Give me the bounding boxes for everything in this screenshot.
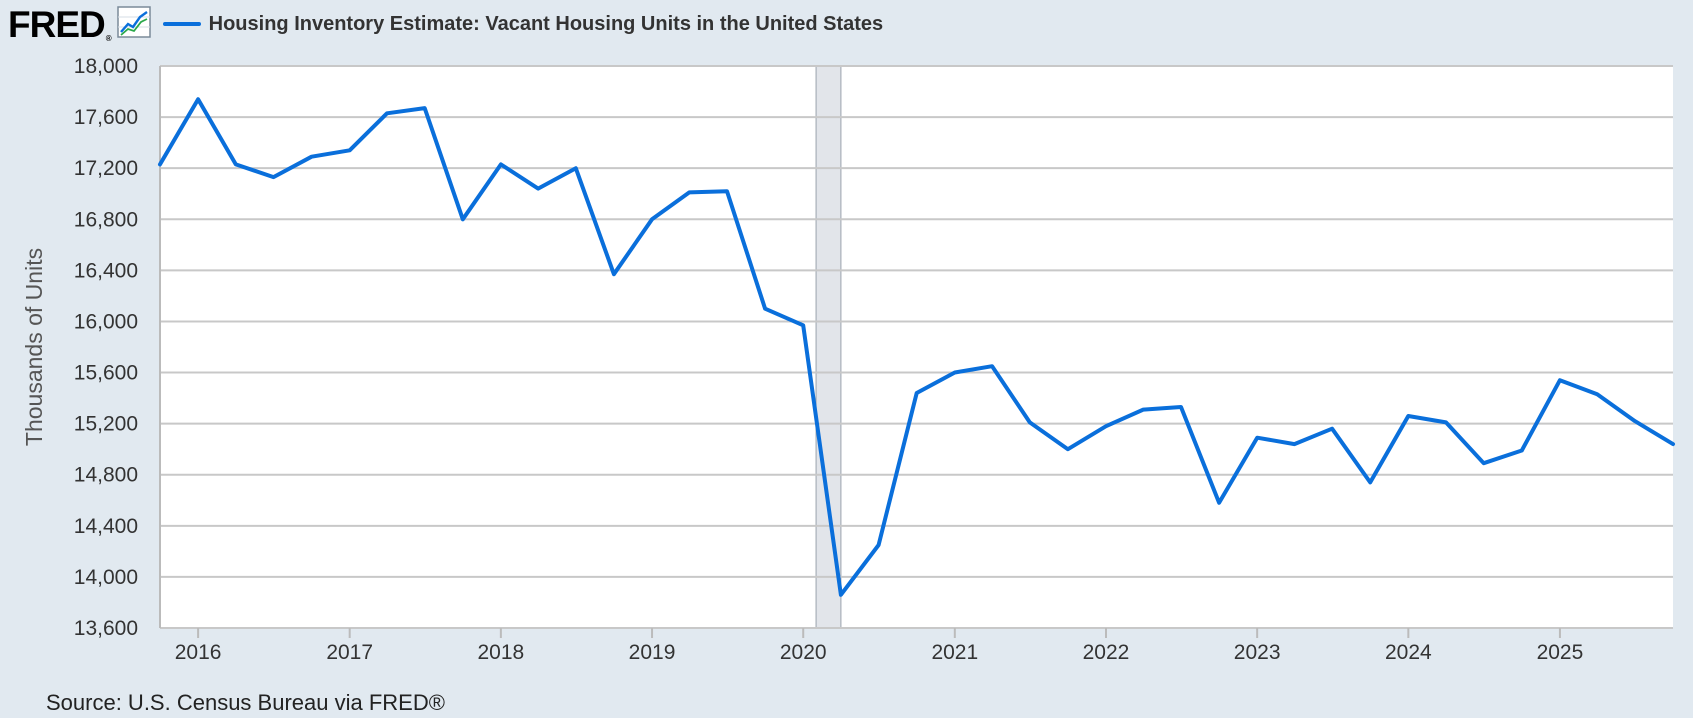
data-point xyxy=(915,391,919,395)
x-tick-label: 2020 xyxy=(780,641,827,664)
data-point xyxy=(1179,405,1183,409)
data-point xyxy=(310,155,314,159)
data-point xyxy=(348,148,352,152)
x-tick-label: 2023 xyxy=(1234,641,1281,664)
data-point xyxy=(1292,442,1296,446)
y-tick-label: 14,800 xyxy=(74,464,138,487)
data-point xyxy=(1444,420,1448,424)
data-point xyxy=(763,307,767,311)
source-note: Source: U.S. Census Bureau via FRED® xyxy=(46,690,445,715)
x-tick-label: 2018 xyxy=(478,641,525,664)
data-point xyxy=(839,593,843,597)
legend-series-label: Housing Inventory Estimate: Vacant Housi… xyxy=(208,12,884,35)
data-point xyxy=(1558,378,1562,382)
data-point xyxy=(725,189,729,193)
y-tick-label: 13,600 xyxy=(74,617,138,640)
data-point xyxy=(574,166,578,170)
data-point xyxy=(196,97,200,101)
x-tick-label: 2016 xyxy=(175,641,222,664)
data-point xyxy=(877,543,881,547)
data-point xyxy=(687,190,691,194)
x-tick-label: 2024 xyxy=(1385,641,1432,664)
data-point xyxy=(1028,420,1032,424)
data-point xyxy=(1368,480,1372,484)
data-point xyxy=(423,106,427,110)
data-point xyxy=(536,187,540,191)
data-point xyxy=(1255,436,1259,440)
x-tick-label: 2025 xyxy=(1537,641,1584,664)
data-point xyxy=(1330,427,1334,431)
y-tick-label: 17,200 xyxy=(74,157,138,180)
data-point xyxy=(1141,408,1145,412)
data-point xyxy=(1671,442,1675,446)
y-tick-label: 16,800 xyxy=(74,208,138,231)
data-point xyxy=(990,364,994,368)
y-tick-label: 14,400 xyxy=(74,515,138,538)
fred-logo[interactable]: FRED® xyxy=(8,3,112,45)
data-point xyxy=(461,217,465,221)
data-point xyxy=(801,323,805,327)
data-point xyxy=(1633,419,1637,423)
x-tick-label: 2019 xyxy=(629,641,676,664)
fred-logo-registered-mark: ® xyxy=(105,33,112,43)
data-point xyxy=(1482,461,1486,465)
data-point xyxy=(385,111,389,115)
x-tick-label: 2021 xyxy=(931,641,978,664)
data-point xyxy=(499,162,503,166)
data-point xyxy=(953,371,957,375)
y-tick-label: 15,200 xyxy=(74,413,138,436)
y-tick-label: 16,400 xyxy=(74,259,138,282)
line-chart-icon xyxy=(116,5,151,43)
fred-logo-text: FRED xyxy=(8,3,106,45)
y-tick-label: 17,600 xyxy=(74,106,138,129)
data-point xyxy=(1520,448,1524,452)
y-tick-label: 15,600 xyxy=(74,362,138,385)
data-point xyxy=(1104,424,1108,428)
x-tick-label: 2022 xyxy=(1083,641,1130,664)
series-line xyxy=(158,97,1675,597)
data-point xyxy=(1595,392,1599,396)
y-tick-label: 14,000 xyxy=(74,566,138,589)
data-point xyxy=(271,175,275,179)
y-axis-title: Thousands of Units xyxy=(21,248,47,446)
data-point xyxy=(1406,414,1410,418)
y-tick-label: 16,000 xyxy=(74,310,138,333)
plot-area xyxy=(160,66,1673,628)
recession-shading xyxy=(815,65,842,629)
data-point xyxy=(612,272,616,276)
legend-swatch xyxy=(162,22,201,26)
y-tick-label: 18,000 xyxy=(74,55,138,78)
chart-header: FRED® Housing Inventory Estimate: Vacant… xyxy=(8,4,883,44)
x-tick-label: 2017 xyxy=(326,641,373,664)
data-point xyxy=(1066,447,1070,451)
data-point xyxy=(158,162,162,166)
data-point xyxy=(1217,501,1221,505)
data-point xyxy=(650,217,654,221)
data-point xyxy=(234,162,238,166)
